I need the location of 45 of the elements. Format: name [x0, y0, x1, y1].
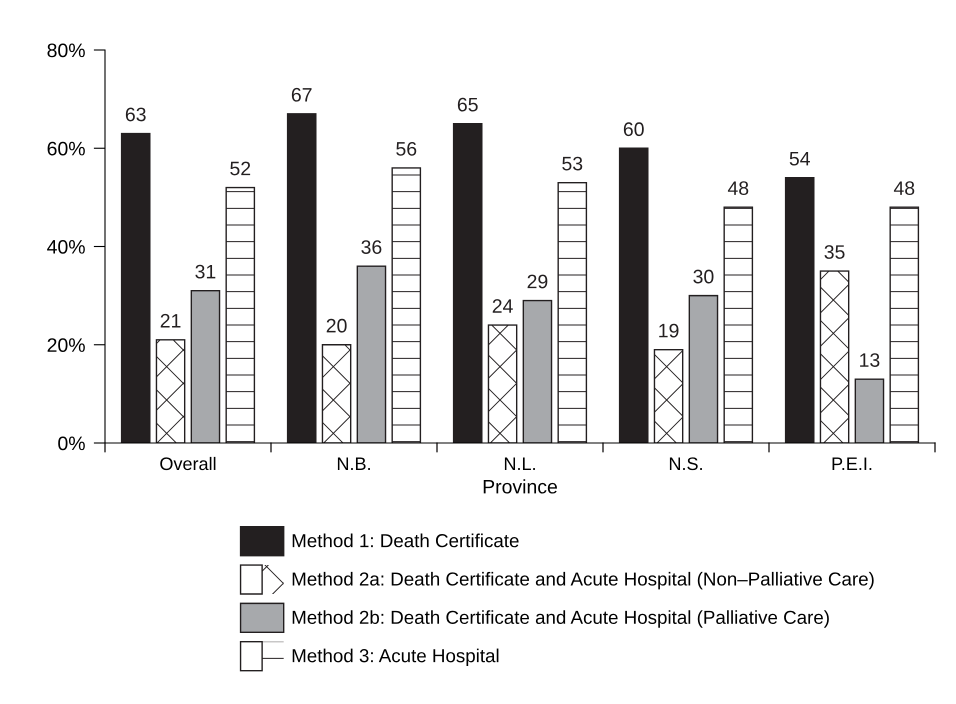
data-label: 48 [728, 181, 748, 196]
y-tick-label: 20% [48, 338, 85, 352]
legend-label: Method 2b: Death Certificate and Acute Hospital (Palliative Care) [292, 610, 829, 628]
bar [784, 177, 815, 443]
data-label: 20 [326, 318, 347, 333]
bar [618, 148, 649, 443]
data-label: 24 [492, 299, 513, 313]
data-label: 67 [292, 88, 312, 102]
bar [522, 300, 552, 443]
data-label: 21 [160, 314, 180, 328]
legend-label: Method 2a: Death Certificate and Acute Hospital (Non–Palliative Care) [292, 572, 874, 590]
bar [356, 265, 386, 443]
bar [286, 113, 317, 443]
legend-label: Method 3: Acute Hospital [292, 648, 498, 666]
data-label: 52 [230, 162, 250, 176]
bar [120, 132, 151, 443]
data-label: 31 [195, 264, 216, 279]
bar [854, 378, 884, 443]
bar [688, 294, 718, 443]
data-label: 19 [659, 324, 678, 338]
data-label: 53 [562, 156, 582, 170]
y-tick-label: 0% [58, 436, 85, 450]
y-tick-label: 80% [47, 43, 85, 58]
y-tick-label: 40% [47, 240, 85, 254]
data-label: 30 [693, 270, 714, 284]
legend-label: Method 1: Death Certificate [292, 534, 519, 548]
bar [452, 122, 483, 443]
data-label: 54 [790, 152, 810, 166]
x-tick-label: N.L. [504, 458, 535, 470]
data-label: 48 [894, 181, 914, 196]
x-tick-label: N.B. [338, 458, 370, 470]
x-tick-label: P.E.I. [832, 458, 872, 470]
y-tick-label: 60% [48, 142, 85, 156]
x-tick-label: N.S. [670, 457, 702, 470]
data-label: 65 [458, 98, 478, 112]
data-label: 63 [126, 108, 146, 122]
data-label: 35 [824, 245, 845, 259]
x-axis-title: Province [484, 479, 557, 494]
data-label: 36 [361, 240, 382, 254]
data-label: 56 [396, 142, 416, 156]
bar [190, 290, 220, 443]
data-label: 60 [624, 122, 644, 136]
data-label: 29 [528, 274, 548, 288]
x-tick-label: Overall [160, 456, 216, 470]
data-label: 13 [860, 353, 880, 367]
